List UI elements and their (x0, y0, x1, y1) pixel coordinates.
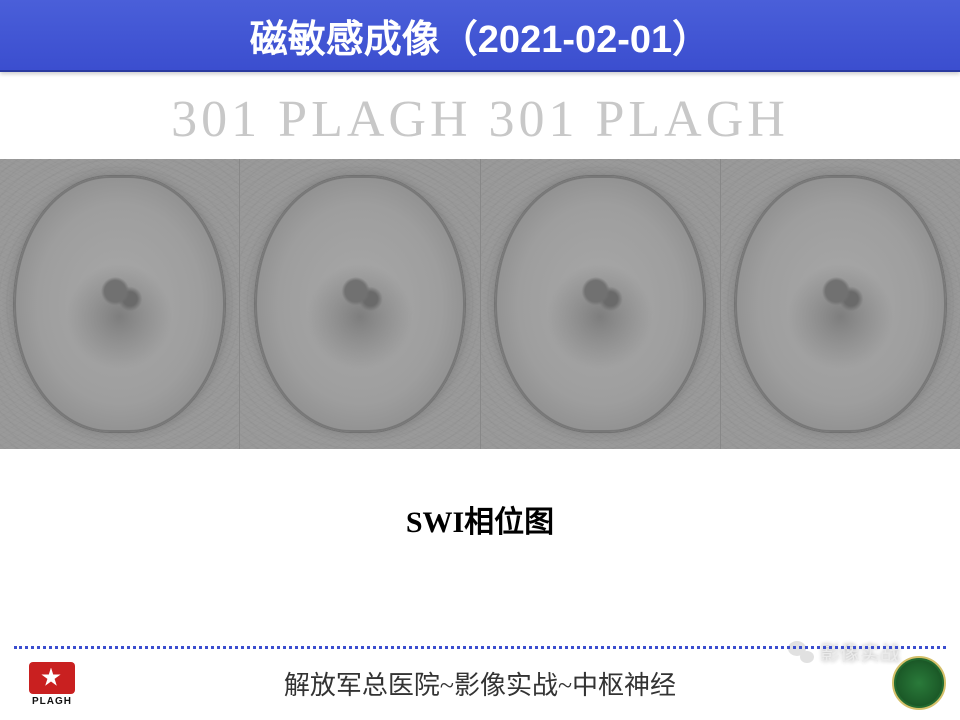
title-text: 磁敏感成像（2021-02-01） (250, 8, 710, 63)
title-bar: 磁敏感成像（2021-02-01） (0, 0, 960, 72)
caption-text: SWI相位图 (406, 506, 554, 539)
watermark-text: 301 PLAGH 301 PLAGH (171, 91, 789, 148)
image-caption: SWI相位图 (0, 449, 960, 541)
slide-footer: PLAGH 解放军总医院~影像实战~中枢神经 (0, 646, 960, 720)
brain-outline (495, 176, 706, 431)
scan-slice-1 (0, 159, 240, 449)
institution-watermark: 301 PLAGH 301 PLAGH (0, 72, 960, 159)
brain-outline (14, 176, 225, 431)
scan-slice-2 (240, 159, 480, 449)
scan-slice-3 (481, 159, 721, 449)
scan-image-strip (0, 159, 960, 449)
footer-text: 解放军总医院~影像实战~中枢神经 (0, 665, 960, 702)
footer-divider (14, 646, 946, 649)
brain-outline (255, 176, 466, 431)
hospital-seal-icon (892, 656, 946, 710)
brain-outline (735, 176, 946, 431)
scan-slice-4 (721, 159, 960, 449)
